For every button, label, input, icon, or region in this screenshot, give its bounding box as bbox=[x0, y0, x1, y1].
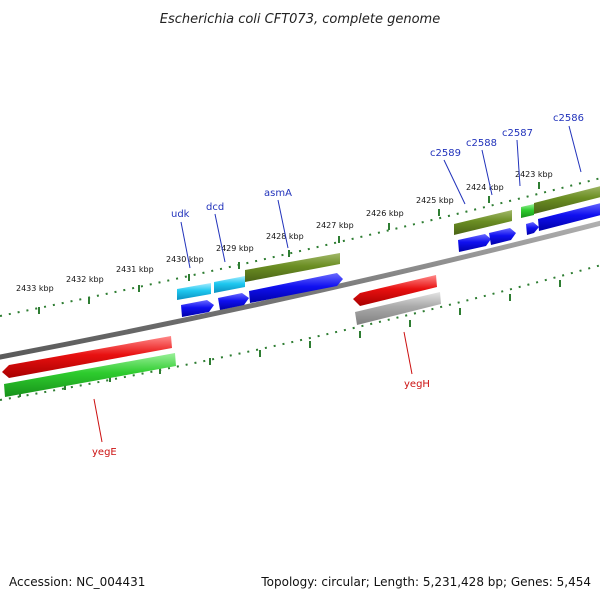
gene-yegH-bar[interactable] bbox=[353, 275, 437, 306]
cds-c2586-arrow[interactable] bbox=[538, 202, 600, 231]
gene-labels: udk dcd asmA c2589 c2588 c2587 c2586 yeg… bbox=[92, 113, 584, 458]
reverse-cds-row bbox=[4, 292, 441, 397]
tick-label-2431: 2431 kbp bbox=[116, 265, 154, 274]
tick-label-2423: 2423 kbp bbox=[515, 170, 553, 179]
gene-label-c2586[interactable]: c2586 bbox=[553, 113, 584, 124]
gene-dcd-bar[interactable] bbox=[214, 276, 245, 293]
gene-c2587-bar[interactable] bbox=[521, 204, 534, 218]
reverse-gene-row bbox=[2, 275, 437, 378]
tick-label-2432: 2432 kbp bbox=[66, 275, 104, 284]
gene-c2586-bar[interactable] bbox=[534, 185, 600, 214]
gene-label-c2589[interactable]: c2589 bbox=[430, 148, 461, 159]
cds-dcd-arrow[interactable] bbox=[218, 293, 249, 310]
cds-c2588-arrow[interactable] bbox=[489, 228, 516, 245]
gene-label-yegE[interactable]: yegE bbox=[92, 447, 117, 458]
tick-labels: 2423 kbp 2424 kbp 2425 kbp 2426 kbp 2427… bbox=[16, 170, 553, 293]
gene-label-c2588[interactable]: c2588 bbox=[466, 138, 497, 149]
cds-c2587-arrow[interactable] bbox=[526, 222, 539, 235]
cds-yegE-bar[interactable] bbox=[4, 353, 176, 397]
map-title: Escherichia coli CFT073, complete genome bbox=[160, 12, 440, 27]
forward-tick-ring bbox=[0, 177, 600, 317]
forward-cds-row bbox=[181, 202, 600, 317]
tick-label-2426: 2426 kbp bbox=[366, 209, 404, 218]
cds-c2589-arrow[interactable] bbox=[458, 234, 491, 252]
cds-asmA-arrow[interactable] bbox=[249, 273, 343, 303]
gene-asmA-bar[interactable] bbox=[245, 253, 340, 282]
tick-label-2427: 2427 kbp bbox=[316, 221, 354, 230]
reverse-tick-ring bbox=[0, 264, 600, 401]
tick-label-2428: 2428 kbp bbox=[266, 232, 304, 241]
label-leaders bbox=[93, 125, 582, 443]
gene-label-udk[interactable]: udk bbox=[171, 209, 190, 220]
tick-label-2433: 2433 kbp bbox=[16, 284, 54, 293]
cds-yegH-bar[interactable] bbox=[355, 292, 441, 325]
genome-backbone bbox=[0, 220, 600, 360]
forward-gene-row bbox=[177, 185, 600, 300]
gene-label-dcd[interactable]: dcd bbox=[206, 202, 224, 213]
forward-major-ticks bbox=[38, 182, 540, 314]
gene-udk-bar[interactable] bbox=[177, 283, 211, 300]
tick-label-2424: 2424 kbp bbox=[466, 183, 504, 192]
gene-label-asmA[interactable]: asmA bbox=[264, 188, 292, 199]
tick-label-2425: 2425 kbp bbox=[416, 196, 454, 205]
accession-text: Accession: NC_004431 bbox=[9, 575, 145, 589]
topology-text: Topology: circular; Length: 5,231,428 bp… bbox=[260, 575, 591, 589]
gene-yegE-bar[interactable] bbox=[2, 336, 172, 378]
cds-udk-arrow[interactable] bbox=[181, 300, 214, 317]
tick-label-2430: 2430 kbp bbox=[166, 255, 204, 264]
gene-label-c2587[interactable]: c2587 bbox=[502, 128, 533, 139]
gene-label-yegH[interactable]: yegH bbox=[404, 379, 430, 390]
gene-c2589-bar[interactable] bbox=[454, 210, 512, 235]
tick-label-2429: 2429 kbp bbox=[216, 244, 254, 253]
